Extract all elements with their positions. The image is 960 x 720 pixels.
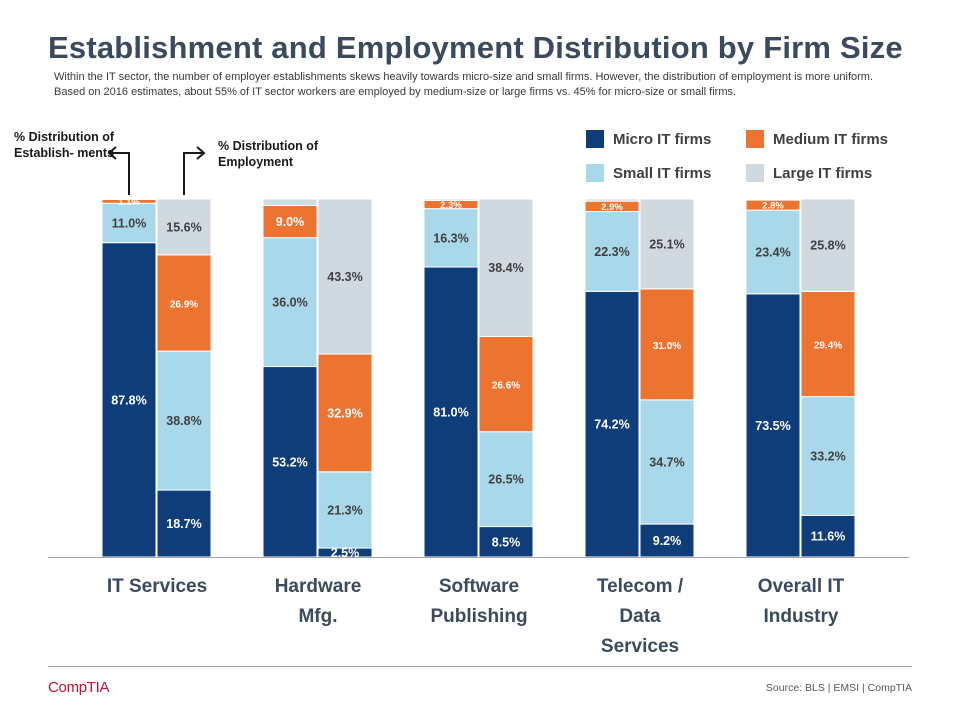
data-label: 74.2%	[594, 418, 629, 432]
data-label: 22.3%	[594, 245, 629, 259]
data-label: 25.1%	[649, 237, 684, 251]
data-label: 9.0%	[276, 215, 305, 229]
bar-segment	[745, 293, 801, 558]
data-label: 16.3%	[433, 231, 468, 245]
data-label: 8.5%	[492, 535, 521, 549]
bar-segment	[639, 399, 695, 525]
data-label: 81.0%	[433, 406, 468, 420]
data-label: 11.0%	[112, 216, 147, 230]
bar-segment	[317, 198, 373, 355]
data-label: 26.5%	[488, 473, 523, 487]
legend-item-micro: Micro IT firms	[586, 130, 711, 148]
data-label: 15.6%	[166, 220, 201, 234]
data-label: 9.2%	[653, 534, 682, 548]
data-label: 18.7%	[166, 517, 201, 531]
bar-segment	[262, 237, 318, 368]
bar-segment	[745, 198, 801, 201]
data-label: 38.4%	[488, 261, 523, 275]
category-label: IT Services	[107, 576, 207, 597]
data-label: 2.3%	[440, 200, 462, 211]
bar-segment	[478, 335, 534, 433]
legend-label-large: Large IT firms	[773, 164, 873, 182]
bar-segment	[156, 198, 212, 256]
bar-segment	[156, 254, 212, 352]
data-label: 1.1%	[118, 197, 140, 208]
footer-divider	[48, 666, 912, 667]
data-label: 29.4%	[814, 340, 842, 351]
data-label: 87.8%	[111, 393, 146, 407]
category-label: Telecom / Data Services	[597, 576, 684, 657]
data-label: 25.8%	[810, 239, 845, 253]
bar-segment	[262, 204, 318, 239]
legend-label-medium: Medium IT firms	[773, 130, 889, 148]
chart-title: Establishment and Employment Distributio…	[48, 30, 903, 65]
category-label: Software Publishing	[430, 576, 527, 627]
source-note: Source: BLS | EMSI | CompTIA	[765, 682, 912, 694]
bar-segment	[262, 366, 318, 558]
employment-arrowhead	[196, 146, 206, 160]
bar-segment	[800, 198, 856, 292]
data-label: 43.3%	[327, 270, 362, 284]
chart-subtitle: Within the IT sector, the number of empl…	[54, 71, 874, 98]
data-label: 26.6%	[492, 381, 520, 392]
bar-segment	[423, 198, 479, 201]
establishments-arrow	[110, 152, 130, 195]
legend-item-large: Large IT firms	[746, 164, 872, 182]
legend-swatch-micro	[586, 130, 604, 148]
category-label: Overall IT Industry	[758, 576, 845, 627]
data-label: 73.5%	[755, 419, 790, 433]
legend-item-medium: Medium IT firms	[746, 130, 888, 148]
data-label: 38.8%	[166, 414, 201, 428]
legend-swatch-medium	[746, 130, 764, 148]
bar-segment	[800, 396, 856, 516]
legend-label-small: Small IT firms	[613, 164, 712, 182]
comptia-logo: CompTIA	[48, 679, 110, 696]
bar-segment	[101, 202, 157, 244]
data-label: 21.3%	[327, 503, 362, 517]
data-label: 36.0%	[272, 296, 307, 310]
bar-segment	[478, 431, 534, 528]
establishments-annotation: % Distribution of Establish- ments	[14, 130, 115, 160]
bar-segment	[639, 198, 695, 290]
bar-segment	[639, 523, 695, 558]
legend-swatch-small	[586, 164, 604, 182]
bar-segment	[478, 198, 534, 337]
category-label: Hardware Mfg.	[275, 576, 362, 627]
data-label: 2.5%	[331, 546, 360, 560]
data-label: 53.2%	[272, 455, 307, 469]
bar-segment	[800, 514, 856, 558]
establishments-arrowhead	[107, 146, 117, 160]
data-label: 2.8%	[762, 201, 784, 212]
data-label: 32.9%	[327, 406, 362, 420]
bar-segment	[317, 471, 373, 549]
legend-label-micro: Micro IT firms	[613, 130, 712, 148]
data-label: 11.6%	[811, 530, 846, 544]
legend-swatch-large	[746, 164, 764, 182]
bar-segment	[584, 198, 640, 202]
employment-arrow	[183, 152, 203, 195]
employment-annotation: % Distribution of Employment	[218, 139, 318, 169]
bar-segment	[262, 198, 318, 206]
bar-segment	[478, 526, 534, 558]
bar-segment	[317, 353, 373, 473]
data-label: 26.9%	[170, 299, 198, 310]
data-label: 33.2%	[810, 450, 845, 464]
legend-item-small: Small IT firms	[586, 164, 711, 182]
bar-segment	[423, 208, 479, 268]
data-label: 23.4%	[755, 245, 790, 259]
data-label: 31.0%	[653, 341, 681, 352]
data-label: 2.9%	[601, 202, 623, 213]
data-label: 34.7%	[649, 455, 684, 469]
bar-segment	[745, 209, 801, 295]
